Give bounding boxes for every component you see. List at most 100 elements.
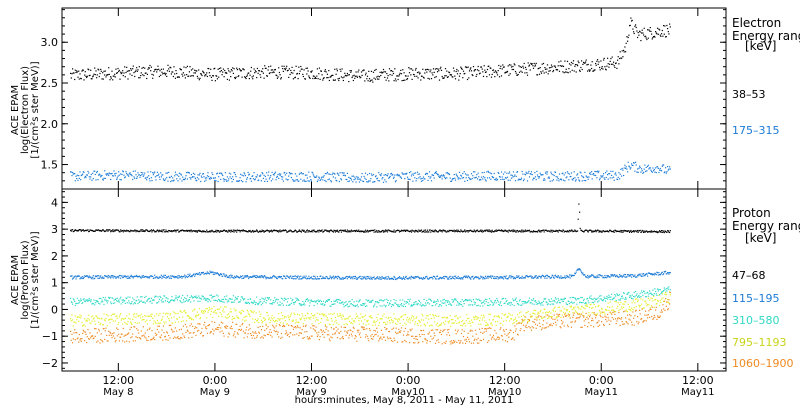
- data-point: [278, 230, 280, 232]
- data-point: [229, 176, 231, 178]
- data-point: [653, 36, 655, 38]
- data-point: [420, 277, 422, 279]
- data-point: [272, 69, 274, 71]
- data-point: [348, 230, 350, 232]
- data-point: [260, 275, 262, 277]
- data-point: [312, 77, 314, 80]
- data-point: [148, 175, 150, 177]
- data-point: [84, 318, 86, 320]
- data-point: [398, 75, 400, 77]
- data-point: [388, 277, 390, 279]
- data-point: [518, 277, 521, 279]
- data-point: [303, 275, 305, 277]
- data-point: [249, 315, 251, 318]
- data-point: [458, 171, 461, 173]
- data-point: [658, 28, 660, 30]
- data-point: [542, 174, 544, 176]
- data-point: [411, 229, 413, 231]
- data-point: [375, 301, 377, 303]
- data-point: [116, 178, 118, 180]
- data-point: [170, 317, 172, 319]
- data-point: [655, 274, 657, 276]
- data-point: [438, 305, 440, 307]
- data-point: [303, 179, 305, 181]
- data-point: [570, 301, 573, 303]
- data-point: [214, 80, 216, 82]
- data-point: [368, 180, 370, 182]
- data-point: [242, 230, 244, 232]
- data-point: [559, 65, 561, 67]
- data-point: [568, 179, 570, 181]
- data-point: [224, 316, 226, 318]
- data-point: [278, 275, 280, 278]
- data-point: [387, 300, 389, 302]
- data-point: [218, 67, 220, 70]
- data-point: [306, 278, 308, 280]
- data-point: [385, 181, 387, 183]
- data-point: [386, 278, 388, 280]
- data-point: [557, 231, 559, 233]
- data-point: [428, 69, 430, 71]
- data-point: [191, 296, 193, 298]
- data-point: [260, 301, 262, 303]
- data-point: [643, 273, 645, 275]
- data-point: [432, 231, 435, 233]
- data-point: [472, 175, 474, 177]
- data-point: [308, 278, 310, 280]
- data-point: [196, 70, 198, 72]
- data-point: [324, 179, 326, 182]
- data-point: [587, 297, 589, 299]
- data-point: [506, 176, 509, 178]
- data-point: [135, 275, 137, 277]
- data-point: [232, 178, 234, 181]
- data-point: [99, 323, 101, 326]
- data-point: [150, 315, 152, 318]
- data-point: [204, 177, 206, 179]
- data-point: [134, 177, 136, 179]
- data-point: [96, 77, 98, 79]
- data-point: [538, 176, 541, 178]
- data-point: [423, 277, 425, 279]
- data-point: [254, 301, 256, 303]
- data-point: [365, 178, 367, 180]
- data-point: [617, 176, 619, 178]
- data-point: [288, 277, 290, 279]
- data-point: [542, 70, 544, 72]
- data-point: [252, 301, 254, 304]
- data-point: [300, 178, 302, 180]
- data-point: [506, 299, 508, 302]
- data-point: [120, 73, 122, 75]
- data-point: [216, 312, 218, 314]
- data-point: [340, 231, 342, 233]
- data-point: [174, 299, 176, 301]
- data-point: [630, 296, 632, 298]
- data-point: [589, 296, 591, 298]
- data-point: [535, 62, 537, 64]
- data-point: [496, 229, 499, 232]
- data-point: [406, 277, 408, 279]
- data-point: [343, 306, 345, 308]
- data-point: [623, 167, 625, 169]
- data-point: [154, 277, 156, 279]
- data-point: [94, 170, 96, 172]
- data-point: [346, 275, 348, 278]
- data-point: [214, 295, 216, 297]
- data-point: [603, 59, 605, 61]
- data-point: [562, 172, 564, 174]
- data-point: [463, 171, 465, 173]
- data-point: [426, 71, 428, 73]
- data-point: [600, 60, 602, 62]
- data-point: [294, 301, 296, 303]
- data-point: [610, 274, 612, 276]
- data-point: [524, 229, 527, 231]
- data-point: [573, 274, 575, 276]
- data-point: [326, 276, 328, 278]
- data-point: [587, 231, 589, 233]
- data-point: [555, 68, 557, 71]
- data-point: [209, 178, 211, 180]
- data-point: [230, 173, 232, 175]
- data-point: [389, 74, 391, 76]
- data-point: [90, 229, 92, 232]
- data-point: [474, 276, 477, 278]
- data-point: [148, 67, 150, 69]
